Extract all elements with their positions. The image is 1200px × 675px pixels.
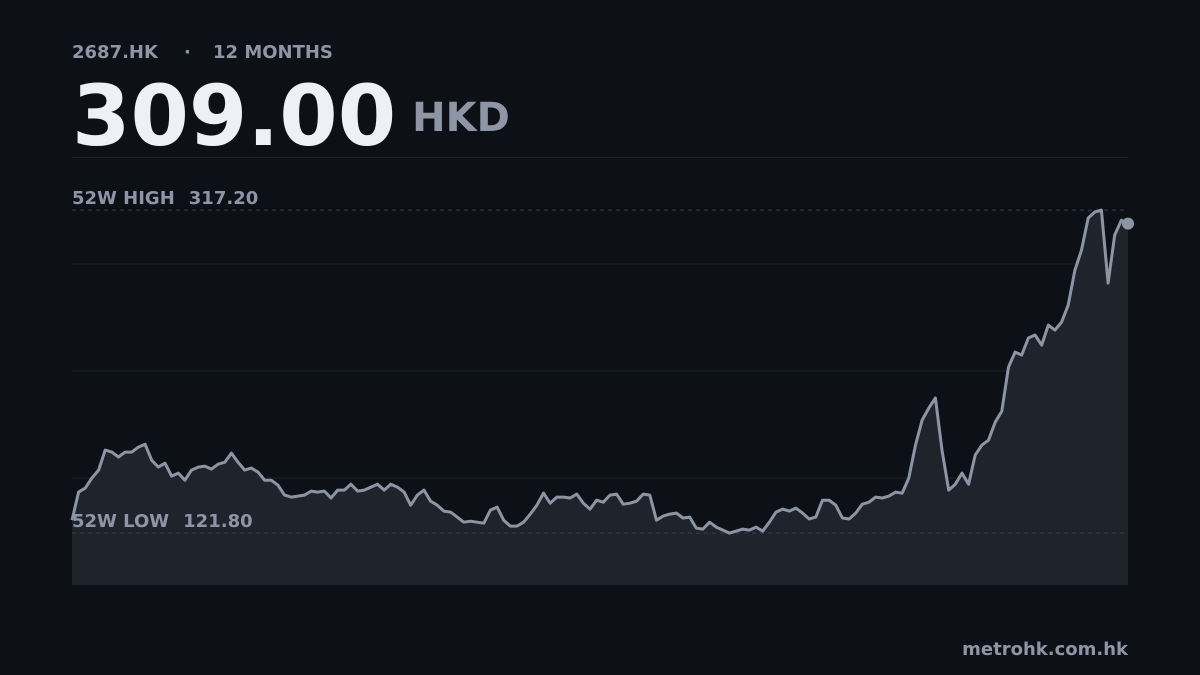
source: metrohk.com.hk (962, 639, 1129, 660)
price-line (70, 208, 1129, 535)
reference-label: 52W HIGH (72, 188, 175, 209)
reference-value: 317.20 (189, 188, 258, 209)
reference-label: 52W LOW (72, 511, 169, 532)
area (72, 210, 1128, 585)
separator: · (184, 42, 191, 63)
period: 12 MONTHS (213, 42, 333, 63)
plot: 52W HIGH 317.20 52W LOW 121.80 (70, 188, 1134, 585)
ticker: 2687.HK (72, 42, 159, 63)
reference-value: 121.80 (183, 511, 252, 532)
currency: HKD (412, 95, 510, 141)
last-price: 309.00 (72, 67, 396, 165)
last-point (1122, 217, 1134, 230)
